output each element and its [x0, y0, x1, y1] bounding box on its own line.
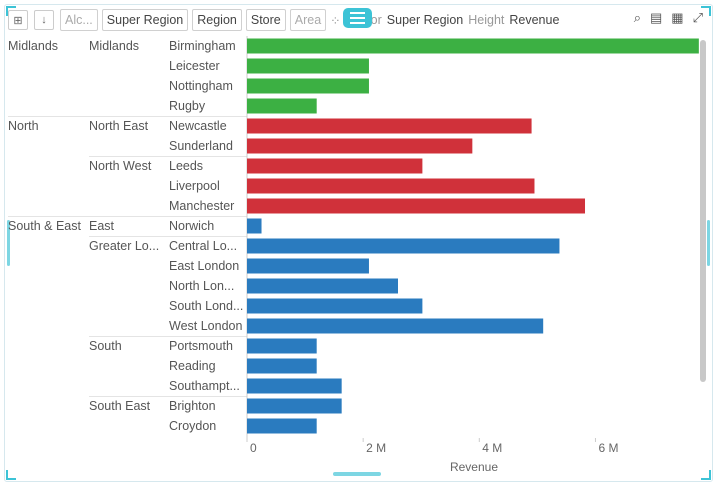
height-field[interactable]: Revenue [509, 13, 560, 27]
x-tick-label: 4 M [482, 441, 502, 455]
bar[interactable] [247, 318, 544, 334]
bar[interactable] [247, 38, 699, 54]
bar[interactable] [247, 98, 317, 114]
chip-store[interactable]: Store [245, 9, 286, 31]
chip-super-region[interactable]: Super Region [101, 9, 189, 31]
resize-corner-top-left[interactable] [6, 6, 16, 16]
toolbar-right-icons: ⌕ ▤ ▦ ⤢ [634, 10, 703, 26]
move-handle[interactable] [343, 8, 372, 28]
x-axis-label: Revenue [450, 460, 498, 474]
x-tick-label: 0 [250, 441, 257, 455]
add-visual-icon[interactable]: ⊞ [8, 10, 28, 30]
bar[interactable] [247, 118, 532, 134]
chip-area[interactable]: Area [289, 9, 327, 31]
chip-alc[interactable]: Alc... [60, 9, 98, 31]
bar[interactable] [247, 78, 369, 94]
table-icon[interactable]: ▦ [671, 10, 684, 25]
sort-icon[interactable]: ↓ [34, 10, 54, 30]
bar[interactable] [247, 58, 369, 74]
chart-toolbar: ⊞ ↓ Alc... Super Region Region Store Are… [8, 8, 708, 32]
resize-corner-top-right[interactable] [701, 6, 711, 16]
bar[interactable] [247, 158, 423, 174]
bar[interactable] [247, 338, 317, 354]
chart-frame [4, 4, 713, 482]
bar[interactable] [247, 138, 473, 154]
expand-icon[interactable]: ⤢ [692, 10, 703, 25]
scatter-icon[interactable]: ⁘ [330, 13, 341, 28]
height-label: Height [468, 13, 505, 27]
resize-corner-bottom-right[interactable] [701, 470, 711, 480]
bar[interactable] [247, 178, 535, 194]
excel-icon[interactable]: ▤ [650, 10, 663, 25]
search-icon[interactable]: ⌕ [633, 10, 641, 25]
x-tick-label: 2 M [366, 441, 386, 455]
chip-region[interactable]: Region [192, 9, 242, 31]
bar[interactable] [247, 418, 317, 434]
bar[interactable] [247, 198, 586, 214]
resize-handle-right[interactable] [707, 220, 710, 266]
bar[interactable] [247, 378, 342, 394]
bar[interactable] [247, 278, 398, 294]
bar[interactable] [247, 218, 262, 234]
bar[interactable] [247, 298, 423, 314]
x-tick-label: 6 M [598, 441, 618, 455]
bar[interactable] [247, 398, 342, 414]
vertical-scrollbar[interactable] [700, 40, 706, 382]
resize-handle-bottom[interactable] [333, 472, 381, 476]
bar[interactable] [247, 358, 317, 374]
bar[interactable] [247, 238, 560, 254]
color-label: or [370, 13, 382, 27]
resize-handle-left[interactable] [7, 220, 10, 266]
resize-corner-bottom-left[interactable] [6, 470, 16, 480]
bar[interactable] [247, 258, 369, 274]
color-field[interactable]: Super Region [386, 13, 464, 27]
